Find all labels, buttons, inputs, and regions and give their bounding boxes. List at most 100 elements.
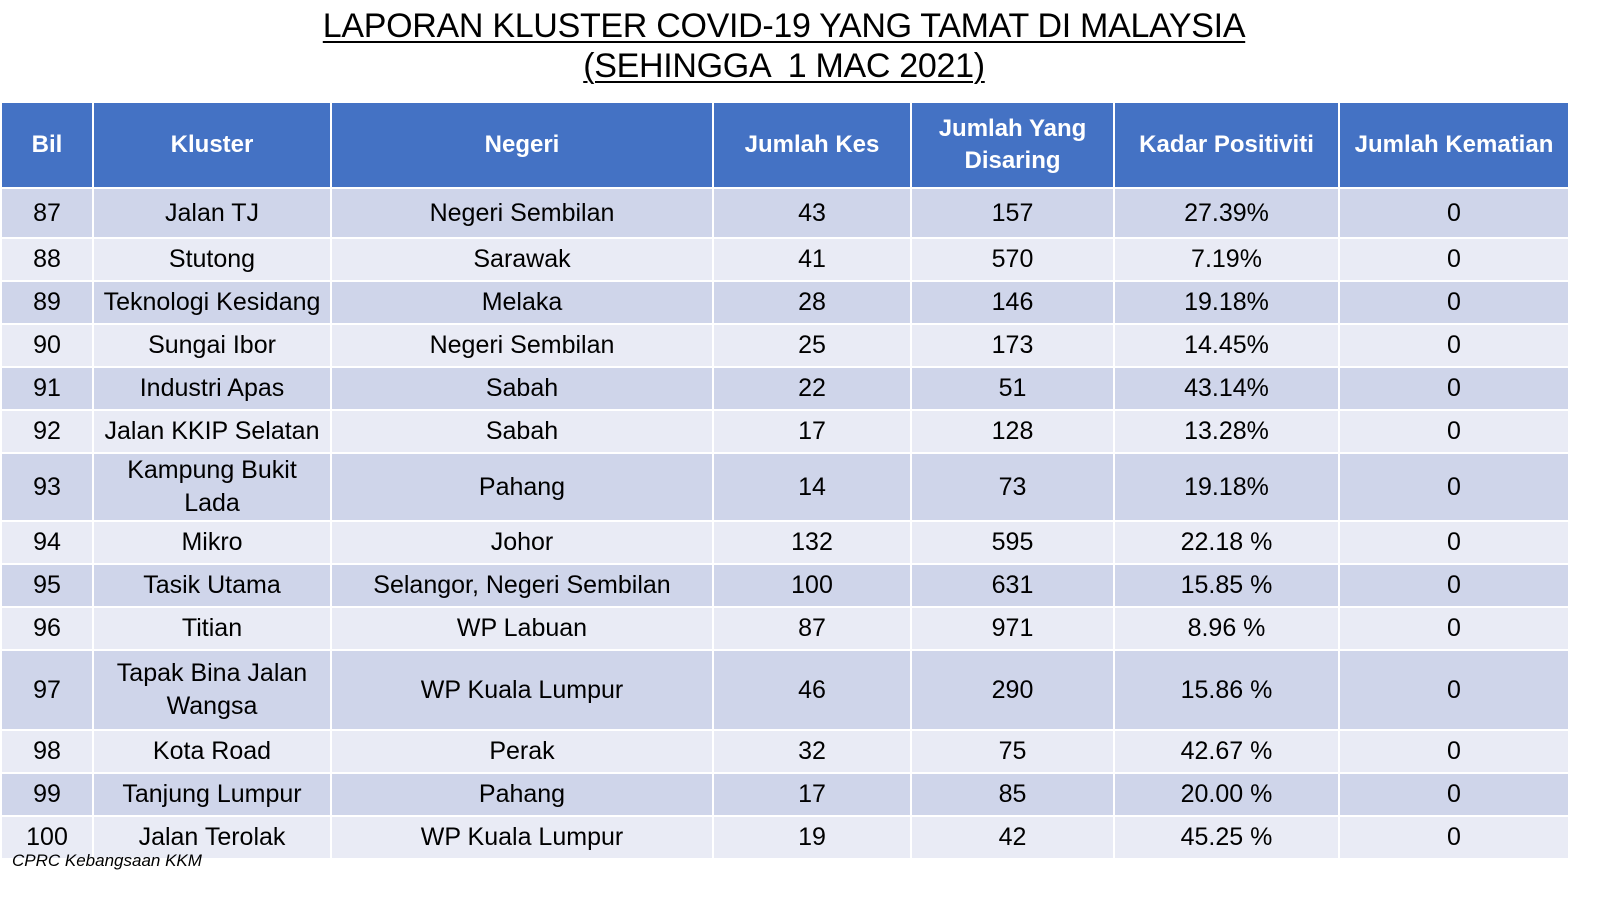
cell-jumlah-kematian: 0 (1338, 772, 1570, 817)
cell-jumlah-kematian: 0 (1338, 366, 1570, 411)
cell-negeri: Johor (330, 520, 714, 565)
header-jumlah-disaring: Jumlah Yang Disaring (910, 101, 1115, 189)
cell-jumlah-kes: 17 (712, 772, 912, 817)
table-row: 97 Tapak Bina Jalan Wangsa WP Kuala Lumpur… (0, 649, 1570, 731)
cell-jumlah-disaring: 128 (910, 409, 1115, 454)
cell-jumlah-disaring: 42 (910, 815, 1115, 860)
cell-negeri: WP Labuan (330, 606, 714, 651)
cell-jumlah-kes: 87 (712, 606, 912, 651)
cell-kluster: Titian (92, 606, 332, 651)
cell-kluster: Sungai Ibor (92, 323, 332, 368)
cell-kadar-positiviti: 20.00 % (1113, 772, 1340, 817)
cell-bil: 96 (0, 606, 94, 651)
cell-kadar-positiviti: 45.25 % (1113, 815, 1340, 860)
cell-kadar-positiviti: 27.39% (1113, 187, 1340, 239)
cell-negeri: Pahang (330, 772, 714, 817)
cell-jumlah-kes: 28 (712, 280, 912, 325)
cell-negeri: Sarawak (330, 237, 714, 282)
header-kluster: Kluster (92, 101, 332, 189)
cell-kadar-positiviti: 14.45% (1113, 323, 1340, 368)
cell-jumlah-kes: 25 (712, 323, 912, 368)
cell-jumlah-kes: 46 (712, 649, 912, 731)
cell-negeri: WP Kuala Lumpur (330, 815, 714, 860)
cell-kadar-positiviti: 15.85 % (1113, 563, 1340, 608)
cell-bil: 90 (0, 323, 94, 368)
cell-kadar-positiviti: 13.28% (1113, 409, 1340, 454)
cell-jumlah-kematian: 0 (1338, 187, 1570, 239)
table-row: 96 Titian WP Labuan 87 971 8.96 % 0 (0, 606, 1570, 651)
cell-negeri: Perak (330, 729, 714, 774)
cell-negeri: Pahang (330, 452, 714, 522)
table-row: 94 Mikro Johor 132 595 22.18 % 0 (0, 520, 1570, 565)
report-title: LAPORAN KLUSTER COVID-19 YANG TAMAT DI M… (0, 6, 1568, 86)
cell-kadar-positiviti: 19.18% (1113, 280, 1340, 325)
cell-bil: 88 (0, 237, 94, 282)
cell-jumlah-disaring: 290 (910, 649, 1115, 731)
cell-negeri: Sabah (330, 409, 714, 454)
header-bil: Bil (0, 101, 94, 189)
header-jumlah-kes: Jumlah Kes (712, 101, 912, 189)
title-line-1: LAPORAN KLUSTER COVID-19 YANG TAMAT DI M… (0, 6, 1568, 46)
header-row: Bil Kluster Negeri Jumlah Kes Jumlah Yan… (0, 101, 1570, 189)
cell-bil: 94 (0, 520, 94, 565)
table-row: 87 Jalan TJ Negeri Sembilan 43 157 27.39% 0 (0, 187, 1570, 239)
cell-kluster: Kota Road (92, 729, 332, 774)
cell-jumlah-kematian: 0 (1338, 237, 1570, 282)
cell-negeri: Negeri Sembilan (330, 323, 714, 368)
cell-kadar-positiviti: 43.14% (1113, 366, 1340, 411)
cell-bil: 95 (0, 563, 94, 608)
cell-kluster: Kampung Bukit Lada (92, 452, 332, 522)
cell-jumlah-kes: 17 (712, 409, 912, 454)
cell-bil: 87 (0, 187, 94, 239)
cell-jumlah-kes: 22 (712, 366, 912, 411)
table-row: 88 Stutong Sarawak 41 570 7.19% 0 (0, 237, 1570, 282)
cell-jumlah-disaring: 51 (910, 366, 1115, 411)
cell-bil: 89 (0, 280, 94, 325)
cell-jumlah-disaring: 570 (910, 237, 1115, 282)
table-row: 91 Industri Apas Sabah 22 51 43.14% 0 (0, 366, 1570, 411)
cell-kadar-positiviti: 15.86 % (1113, 649, 1340, 731)
cell-jumlah-kematian: 0 (1338, 520, 1570, 565)
cell-jumlah-disaring: 631 (910, 563, 1115, 608)
table-row: 100 Jalan Terolak WP Kuala Lumpur 19 42 45.25… (0, 815, 1570, 860)
cell-negeri: Negeri Sembilan (330, 187, 714, 239)
cell-kadar-positiviti: 7.19% (1113, 237, 1340, 282)
cell-kluster: Tasik Utama (92, 563, 332, 608)
cell-jumlah-kes: 43 (712, 187, 912, 239)
header-kadar-positiviti: Kadar Positiviti (1113, 101, 1340, 189)
header-negeri: Negeri (330, 101, 714, 189)
cell-bil: 99 (0, 772, 94, 817)
cell-kadar-positiviti: 42.67 % (1113, 729, 1340, 774)
title-line-2: (SEHINGGA 1 MAC 2021) (0, 46, 1568, 86)
cell-jumlah-disaring: 85 (910, 772, 1115, 817)
cell-jumlah-kematian: 0 (1338, 815, 1570, 860)
cell-bil: 93 (0, 452, 94, 522)
cell-jumlah-kes: 41 (712, 237, 912, 282)
cell-jumlah-disaring: 595 (910, 520, 1115, 565)
cell-kluster: Mikro (92, 520, 332, 565)
title-line-2-text: (SEHINGGA 1 MAC 2021) (583, 47, 985, 85)
table-row: 99 Tanjung Lumpur Pahang 17 85 20.00 % 0 (0, 772, 1570, 817)
cell-bil: 98 (0, 729, 94, 774)
table-row: 93 Kampung Bukit Lada Pahang 14 73 19.18% 0 (0, 452, 1570, 522)
cell-jumlah-disaring: 173 (910, 323, 1115, 368)
cell-negeri: Melaka (330, 280, 714, 325)
table-row: 98 Kota Road Perak 32 75 42.67 % 0 (0, 729, 1570, 774)
cluster-table: Bil Kluster Negeri Jumlah Kes Jumlah Yan… (0, 101, 1570, 860)
cell-jumlah-kematian: 0 (1338, 323, 1570, 368)
header-jumlah-kematian: Jumlah Kematian (1338, 101, 1570, 189)
cell-jumlah-kematian: 0 (1338, 280, 1570, 325)
source-note: CPRC Kebangsaan KKM (12, 851, 202, 870)
cell-kluster: Jalan TJ (92, 187, 332, 239)
cell-jumlah-kematian: 0 (1338, 729, 1570, 774)
cell-jumlah-disaring: 971 (910, 606, 1115, 651)
cell-kluster: Jalan Terolak (92, 815, 332, 860)
cell-kluster: Tapak Bina Jalan Wangsa (92, 649, 332, 731)
cell-jumlah-kematian: 0 (1338, 452, 1570, 522)
cell-jumlah-kes: 14 (712, 452, 912, 522)
cell-negeri: WP Kuala Lumpur (330, 649, 714, 731)
cell-negeri: Selangor, Negeri Sembilan (330, 563, 714, 608)
cell-jumlah-disaring: 75 (910, 729, 1115, 774)
cell-negeri: Sabah (330, 366, 714, 411)
cell-bil: 91 (0, 366, 94, 411)
